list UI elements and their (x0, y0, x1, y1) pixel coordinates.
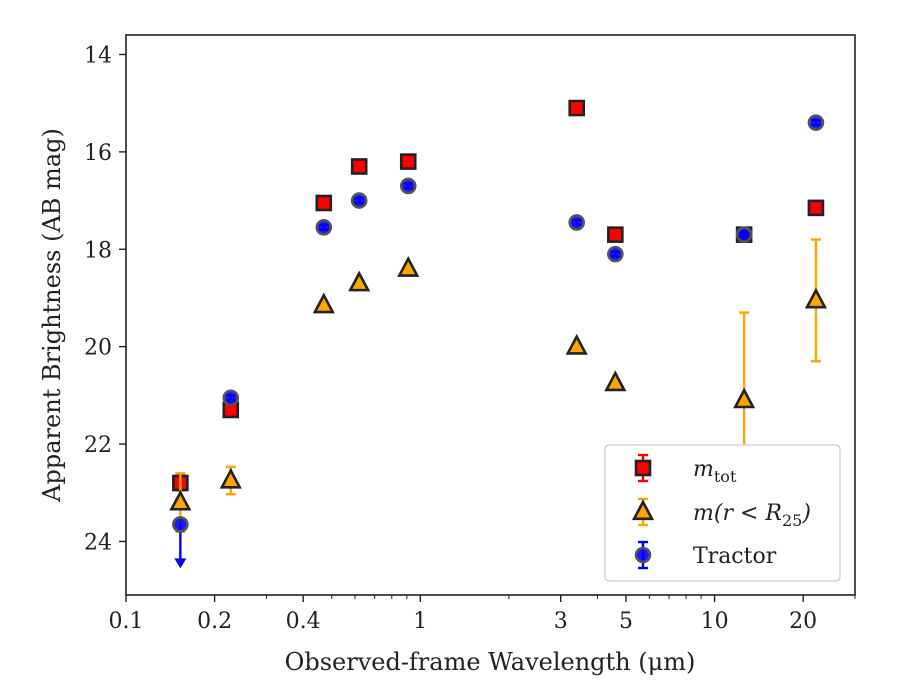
series-0 (172, 99, 825, 492)
triangle-point (169, 489, 192, 511)
x-axis: 0.1 0.2 0.4 1 3 5 10 20 (109, 595, 856, 634)
circle-point (807, 114, 825, 131)
legend-label-main: m (693, 457, 714, 482)
triangle-point (348, 270, 371, 292)
triangle-point (565, 333, 588, 355)
circle-point (315, 219, 333, 236)
legend-marker-square (634, 459, 652, 477)
legend-label: mtot (693, 457, 737, 486)
circle-point (735, 226, 753, 243)
legend-label-subscript: 25 (782, 511, 802, 530)
triangle-point (733, 387, 756, 409)
x-tick-label: 20 (789, 609, 817, 634)
y-axis: 14 16 18 20 22 24 (84, 43, 126, 555)
plot-frame (125, 34, 856, 596)
legend-marker-circle (634, 546, 652, 564)
x-tick-label: 10 (701, 609, 729, 634)
y-tick-label: 20 (84, 336, 112, 361)
square-point (315, 194, 333, 212)
x-tick-label: 0.2 (197, 609, 232, 634)
x-tick-label: 3 (554, 609, 568, 634)
legend-label-tail: ) (801, 501, 811, 526)
y-tick-label: 22 (84, 433, 112, 458)
legend-frame (604, 444, 841, 582)
legend-label-subscript: tot (714, 467, 737, 486)
x-tick-label: 5 (619, 609, 633, 634)
circle-point (172, 516, 189, 533)
y-tick-label: 18 (84, 238, 112, 263)
square-point (607, 226, 624, 243)
legend: mtot m(r < R25) Tractor (604, 444, 841, 582)
triangle-point (397, 255, 420, 277)
square-point (350, 158, 368, 175)
y-tick-label: 16 (84, 141, 112, 166)
data-marks (169, 99, 828, 569)
upper-limit-arrowhead (174, 558, 187, 569)
legend-label: m(r < R25) (693, 501, 811, 530)
x-axis-label: Observed-frame Wavelength (μm) (285, 648, 696, 676)
legend-label-main: m(r < R (693, 501, 782, 526)
square-point (399, 153, 417, 170)
legend-label: Tractor (693, 544, 777, 569)
circle-point (399, 177, 417, 195)
series-2 (172, 114, 825, 569)
triangle-point (804, 287, 828, 309)
y-axis-label: Apparent Brightness (AB mag) (38, 128, 66, 503)
x-tick-label: 1 (413, 609, 427, 634)
legend-marker-triangle (631, 499, 655, 521)
circle-point (222, 389, 240, 407)
x-tick-label: 0.4 (286, 609, 321, 634)
triangle-point (604, 370, 627, 392)
square-point (568, 99, 586, 117)
square-point (807, 199, 825, 217)
circle-point (607, 245, 624, 263)
triangle-point (312, 292, 335, 314)
x-tick-label: 0.1 (109, 609, 144, 634)
triangle-point (219, 467, 242, 489)
circle-point (568, 214, 586, 231)
y-tick-label: 14 (84, 43, 112, 68)
y-tick-label: 24 (84, 530, 112, 555)
circle-point (350, 192, 368, 209)
